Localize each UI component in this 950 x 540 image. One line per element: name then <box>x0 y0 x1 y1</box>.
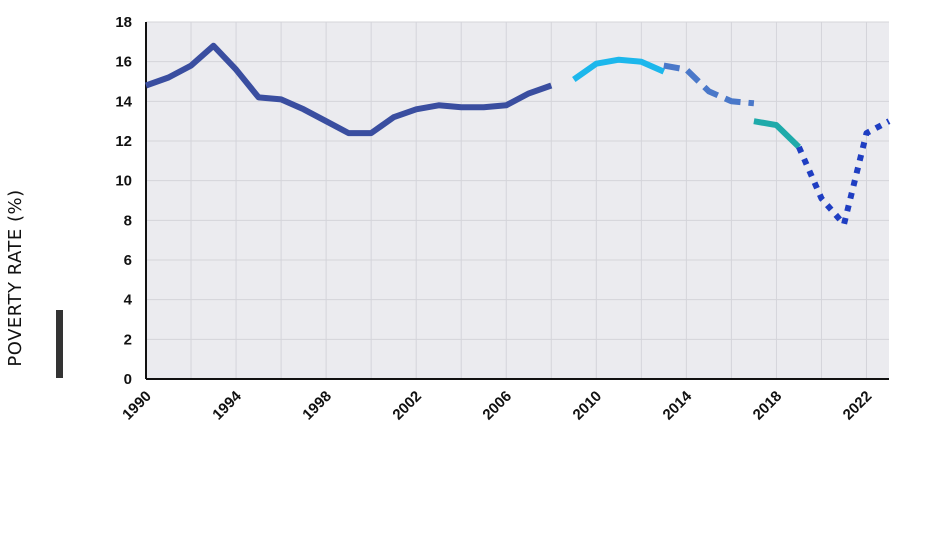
x-tick-label: 2010 <box>570 388 606 424</box>
x-tick-label: 2002 <box>389 388 425 424</box>
y-tick-label: 18 <box>115 14 132 31</box>
y-tick-label: 4 <box>124 292 133 309</box>
series-line <box>144 42 553 137</box>
x-tick-label: 1998 <box>299 388 335 424</box>
x-tick-label: 2018 <box>750 388 786 424</box>
axes <box>145 22 889 380</box>
y-axis-label: POVERTY RATE (%) <box>5 189 26 366</box>
y-tick-label: 12 <box>115 133 132 150</box>
y-tick-label: 8 <box>124 212 132 229</box>
series-line <box>572 56 666 82</box>
plot-background <box>146 22 889 379</box>
x-tick-labels: 1990 1994 1998 2002 2006 2010 2014 2018 2022 <box>119 387 875 423</box>
y-tick-label: 16 <box>115 54 132 71</box>
y-tick-labels: 0 2 4 6 8 10 12 14 16 18 <box>115 14 132 388</box>
x-tick-label: 2014 <box>660 387 696 423</box>
grid-lines <box>146 21 889 379</box>
y-tick-label: 6 <box>124 252 132 269</box>
y-tick-label: 2 <box>124 331 132 348</box>
series-line <box>663 62 755 107</box>
y-tick-label: 14 <box>115 93 132 110</box>
x-tick-label: 1990 <box>119 388 155 424</box>
series-line <box>753 118 801 150</box>
x-tick-label: 2022 <box>840 388 876 424</box>
y-tick-label: 0 <box>124 371 132 388</box>
x-tick-label: 2006 <box>479 388 515 424</box>
data-series <box>144 42 891 228</box>
y-axis-label-bar <box>56 310 63 378</box>
y-tick-label: 10 <box>115 173 132 190</box>
x-tick-label: 1994 <box>209 387 245 423</box>
